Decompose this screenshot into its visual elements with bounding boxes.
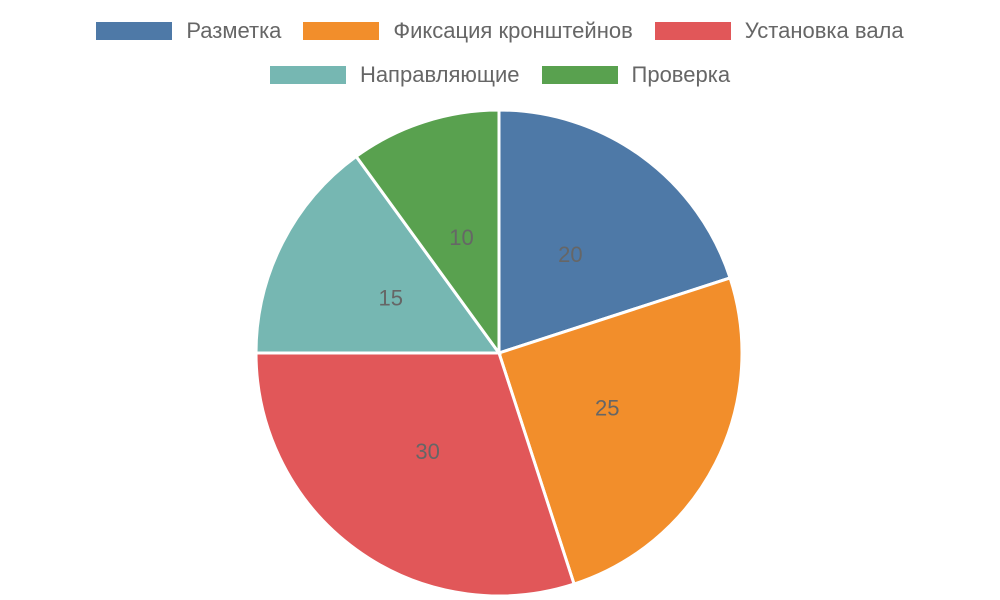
legend-item[interactable]: Направляющие xyxy=(269,62,520,88)
legend-item[interactable]: Фиксация кронштейнов xyxy=(303,18,633,44)
data-label: 15 xyxy=(379,285,403,310)
legend-item[interactable]: Установка вала xyxy=(654,18,904,44)
data-label: 20 xyxy=(558,242,582,267)
legend-swatch xyxy=(303,22,380,40)
legend-swatch xyxy=(654,22,731,40)
legend-label: Разметка xyxy=(186,18,282,43)
legend-label: Направляющие xyxy=(359,62,520,87)
legend-swatch xyxy=(96,22,173,40)
pie-slice[interactable] xyxy=(254,154,502,355)
legend-label: Проверка xyxy=(631,62,731,87)
pie-slice[interactable] xyxy=(497,108,732,356)
legend-swatch xyxy=(269,66,346,84)
data-label: 25 xyxy=(595,396,619,421)
legend-row-2: Направляющие Проверка xyxy=(0,62,1000,88)
pie-slice[interactable] xyxy=(497,276,744,586)
pie-slice[interactable] xyxy=(254,351,576,598)
legend-item[interactable]: Разметка xyxy=(96,18,281,44)
legend-swatch xyxy=(541,66,618,84)
legend-label: Установка вала xyxy=(744,18,904,43)
legend-row-1: Разметка Фиксация кронштейнов Установка ва… xyxy=(0,18,1000,44)
legend-item[interactable]: Проверка xyxy=(541,62,731,88)
pie-slice[interactable] xyxy=(354,108,501,358)
legend-label: Фиксация кронштейнов xyxy=(393,18,633,43)
data-label: 30 xyxy=(415,439,439,464)
data-label: 10 xyxy=(449,225,473,250)
